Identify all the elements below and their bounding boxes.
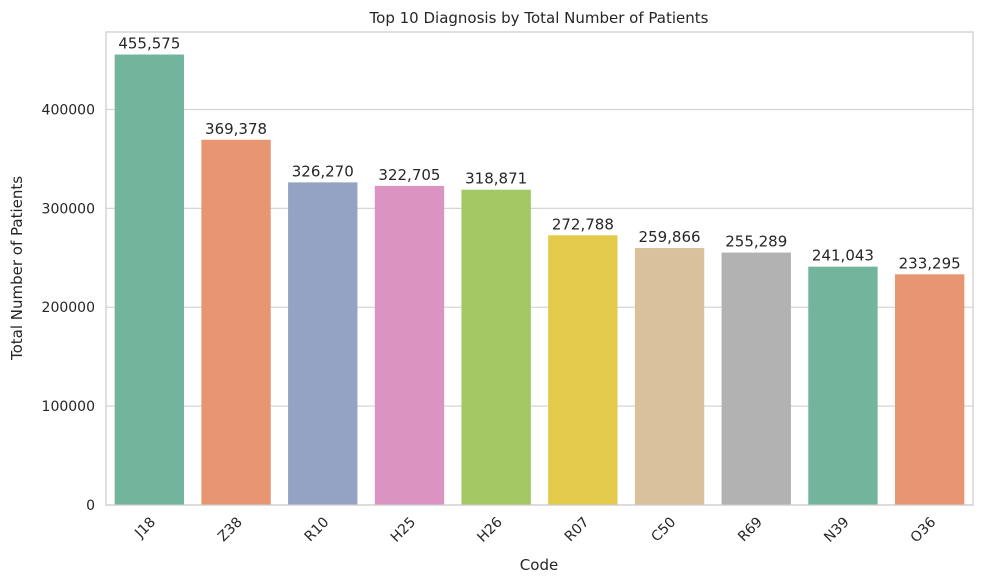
data-label: 455,575: [118, 35, 180, 53]
bar-j18: [114, 54, 185, 505]
bar-r07: [548, 235, 618, 505]
bar-h26: [461, 189, 531, 505]
data-label: 369,378: [205, 120, 267, 138]
y-axis-label: Total Number of Patients: [8, 176, 26, 361]
bar-c50: [634, 248, 705, 506]
data-label: 259,866: [639, 228, 701, 246]
data-label: 272,788: [552, 215, 614, 233]
bar-n39: [808, 266, 878, 505]
data-label: 233,295: [899, 254, 961, 272]
bar-o36: [894, 274, 965, 505]
plot-frame: [105, 31, 974, 506]
y-tick-label: 300000: [42, 201, 95, 217]
bars: [114, 54, 965, 506]
data-label: 318,871: [465, 170, 527, 188]
data-label: 322,705: [378, 166, 440, 184]
data-label: 241,043: [812, 247, 874, 265]
chart-title: Top 10 Diagnosis by Total Number of Pati…: [369, 9, 709, 27]
bar-r69: [721, 252, 791, 505]
y-tick-label: 400000: [42, 102, 95, 118]
data-label: 326,270: [292, 162, 354, 180]
y-tick-labels: 0 100000 200000 300000 400000: [42, 102, 95, 514]
data-label: 255,289: [725, 233, 787, 251]
y-tick-label: 200000: [42, 300, 95, 316]
bar-r10: [288, 182, 358, 506]
y-tick-label: 0: [86, 498, 95, 514]
bar-z38: [201, 139, 271, 505]
y-tick-label: 100000: [42, 399, 95, 415]
x-axis-label: Code: [520, 556, 558, 574]
data-labels: 455,575 369,378 326,270 322,705 318,871 272,7…: [118, 35, 960, 273]
bar-h25: [374, 185, 445, 505]
